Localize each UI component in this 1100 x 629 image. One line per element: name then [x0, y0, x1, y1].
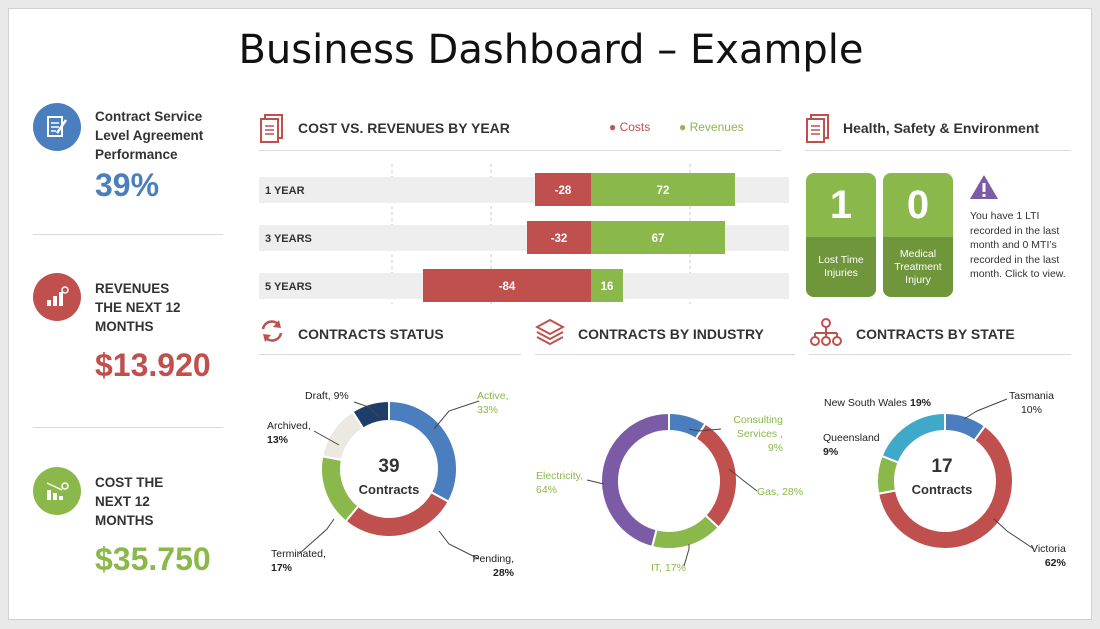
contracts-state-title: CONTRACTS BY STATE	[856, 326, 1015, 342]
label-nsw: New South Wales 19%	[824, 396, 931, 410]
label-queensland-pct: 9%	[823, 446, 839, 458]
layers-icon	[534, 317, 566, 352]
kpi-revenues-label: REVENUES THE NEXT 12 MONTHS	[95, 281, 181, 334]
label-victoria: Victoria 62%	[1031, 542, 1066, 570]
hse-title: Health, Safety & Environment	[843, 120, 1040, 136]
warning-icon	[968, 173, 1000, 206]
kpi-revenues-value: $13.920	[95, 347, 211, 383]
contracts-status-title: CONTRACTS STATUS	[298, 326, 444, 342]
state-center-label: Contracts	[911, 482, 973, 497]
cost-bar	[423, 269, 591, 302]
kpi-cost-label: COST THE NEXT 12 MONTHS	[95, 475, 164, 528]
hse-note[interactable]: You have 1 LTI recorded in the last mont…	[970, 210, 1066, 280]
label-pending-name: Pending,	[472, 553, 514, 565]
contracts-state-donut	[876, 411, 1014, 550]
label-pending-pct: 28%	[492, 567, 514, 579]
label-victoria-pct: 62%	[1044, 557, 1066, 569]
label-draft: Draft, 9%	[305, 390, 349, 402]
cost-chart-icon	[33, 467, 81, 515]
donut-slice	[880, 411, 946, 464]
lti-tile[interactable]: 1 Lost Time Injuries	[806, 173, 876, 297]
cost-bar	[535, 173, 591, 206]
category-label: 5 YEARS	[265, 281, 312, 293]
cost-data-label: -28	[555, 185, 572, 197]
cost-revenue-title: COST VS. REVENUES BY YEAR	[298, 120, 510, 136]
label-terminated: Terminated, 17%	[271, 547, 326, 575]
label-queensland-name: Queensland	[823, 432, 880, 444]
donut-slice	[344, 490, 450, 538]
revenue-bar	[591, 221, 725, 254]
cost-data-label: -32	[551, 233, 568, 245]
label-terminated-name: Terminated,	[271, 548, 326, 560]
org-chart-icon	[809, 317, 843, 352]
label-electricity-name: Electricity,	[536, 470, 584, 482]
category-label: 1 YEAR	[265, 185, 305, 197]
status-center-value: 39	[378, 456, 400, 477]
kpi-sla-label: Contract Service Level Agreement Perform…	[95, 109, 204, 162]
label-archived: Archived, 13%	[267, 419, 311, 447]
cost-bar	[527, 221, 591, 254]
divider	[33, 427, 223, 428]
label-active: Active, 33%	[477, 389, 509, 417]
revenue-data-label: 72	[657, 185, 670, 197]
label-tasmania: Tasmania 10%	[1009, 389, 1054, 417]
revenue-data-label: 16	[601, 281, 614, 293]
contracts-industry-title: CONTRACTS BY INDUSTRY	[578, 326, 764, 342]
mti-tile[interactable]: 0 Medical Treatment Injury	[883, 173, 953, 297]
revenue-bar	[591, 269, 623, 302]
label-gas: Gas, 28%	[757, 486, 804, 498]
label-it: IT, 17%	[651, 562, 687, 574]
cost-data-label: -84	[499, 281, 516, 293]
divider	[809, 354, 1071, 355]
label-active-name: Active,	[477, 390, 509, 402]
divider	[535, 354, 795, 355]
divider	[259, 354, 521, 355]
label-queensland: Queensland 9%	[823, 431, 880, 459]
label-tasmania-pct: 10%	[1020, 404, 1042, 416]
legend-costs-label: Costs	[619, 120, 651, 134]
divider	[805, 150, 1071, 151]
donut-slice	[600, 411, 670, 549]
label-archived-name: Archived,	[267, 420, 311, 432]
donut-slice	[877, 424, 1014, 550]
divider	[259, 150, 781, 151]
mti-caption: Medical Treatment Injury	[883, 237, 953, 297]
dashboard-slide: Business Dashboard – Example Contract Se…	[8, 8, 1092, 620]
lti-caption: Lost Time Injuries	[806, 237, 876, 297]
label-consulting: Consulting Services , 9%	[733, 414, 783, 454]
label-terminated-pct: 17%	[271, 562, 293, 574]
document-icon	[33, 103, 81, 151]
divider	[33, 234, 223, 235]
state-center-value: 17	[931, 456, 953, 477]
document-icon	[259, 113, 285, 148]
refresh-icon	[259, 317, 285, 350]
revenue-bar	[591, 173, 735, 206]
legend-costs: ● Costs	[609, 120, 651, 134]
page-title: Business Dashboard – Example	[238, 27, 864, 73]
mti-value: 0	[906, 182, 930, 227]
label-archived-pct: 13%	[267, 434, 289, 446]
kpi-sla-value: 39%	[95, 167, 160, 203]
status-center-label: Contracts	[358, 482, 420, 497]
revenue-data-label: 67	[652, 233, 665, 245]
legend-revenues: ● Revenues	[679, 120, 744, 134]
label-electricity-pct: 64%	[536, 484, 558, 496]
label-pending: Pending, 28%	[472, 552, 514, 580]
label-active-pct: 33%	[477, 404, 499, 416]
label-tasmania-name: Tasmania	[1009, 390, 1054, 402]
lti-value: 1	[829, 182, 853, 227]
kpi-cost-value: $35.750	[95, 541, 211, 577]
label-electricity: Electricity, 64%	[536, 469, 583, 497]
label-nsw-name: New South Wales	[824, 397, 908, 409]
contracts-industry-donut	[600, 411, 738, 550]
document-icon	[805, 113, 831, 148]
cost-revenue-chart: 1 YEAR -28 72 3 YEARS -32 67 5 YEARS -84 16	[259, 164, 789, 304]
label-nsw-pct: 19%	[909, 397, 931, 409]
revenue-chart-icon	[33, 273, 81, 321]
legend-revenues-label: Revenues	[689, 120, 744, 134]
label-victoria-name: Victoria	[1031, 543, 1066, 555]
category-label: 3 YEARS	[265, 233, 312, 245]
donut-slice	[650, 513, 720, 550]
